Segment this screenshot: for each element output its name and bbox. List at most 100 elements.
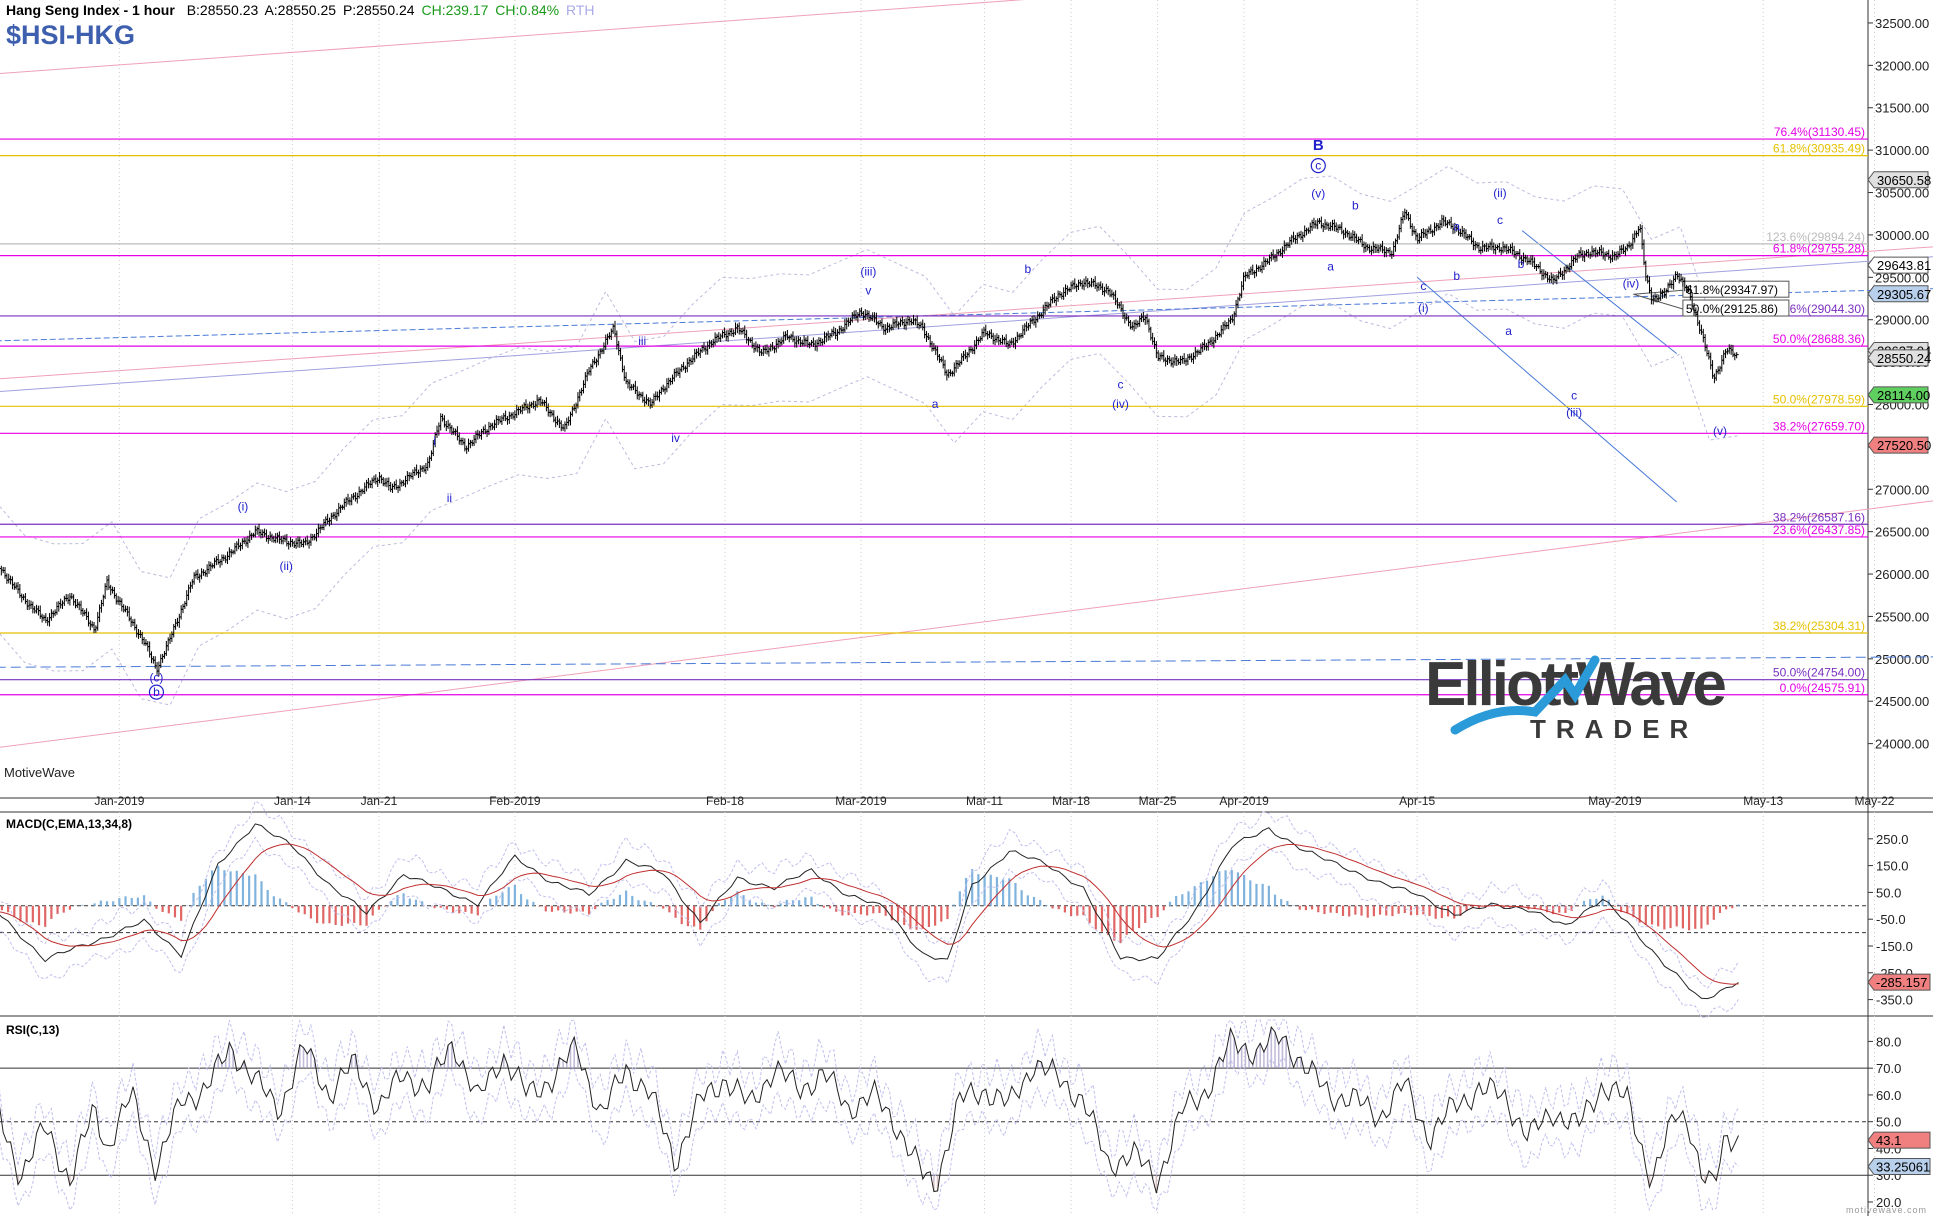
wave-label: a xyxy=(1505,324,1512,338)
rsi-band-upper xyxy=(0,1018,1739,1182)
change-percent: CH:0.84% xyxy=(495,2,560,18)
session-label: RTH xyxy=(566,2,595,18)
date-tick-label: Jan-14 xyxy=(274,794,311,808)
price-tick-label: 30500.00 xyxy=(1875,186,1929,201)
elliott-wave-trader-logo: ElliottWave TRADER xyxy=(1425,650,1728,744)
rsi-tick-label: 50.0 xyxy=(1876,1115,1901,1130)
rsi-value-tag xyxy=(1867,1131,1931,1149)
price-tag xyxy=(1867,349,1929,367)
wave-label: i xyxy=(433,434,436,448)
price-tick-label: 32500.00 xyxy=(1875,16,1929,31)
wave-label: b xyxy=(1352,198,1359,212)
fib-box xyxy=(1682,280,1790,298)
wave-label: b xyxy=(1518,257,1525,271)
logo-swoosh-icon xyxy=(1450,655,1600,735)
date-tick-label: Mar-25 xyxy=(1139,794,1177,808)
price-tick-label: 31500.00 xyxy=(1875,101,1929,116)
price-quote: P:28550.24 xyxy=(342,2,415,18)
wave-label: (i) xyxy=(1418,301,1429,315)
fib-level-label: 38.2%(25304.31) xyxy=(1773,619,1865,633)
price-tag xyxy=(1867,285,1929,303)
fib-box-leader xyxy=(1633,289,1683,295)
date-tick-label: Jan-21 xyxy=(361,794,398,808)
date-tick-label: May-2019 xyxy=(1588,794,1642,808)
macd-value-tag xyxy=(1867,973,1931,991)
trend-line xyxy=(0,0,1026,75)
wave-label: c xyxy=(1497,213,1503,227)
fib-level-label: 50.0%(28688.36) xyxy=(1773,332,1865,346)
wave-label: iv xyxy=(671,431,680,445)
fib-level-label: 0.0%(24575.91) xyxy=(1780,681,1865,695)
wave-label: (v) xyxy=(1311,187,1325,201)
wave-label: (c) xyxy=(149,671,163,685)
date-tick-label: Mar-11 xyxy=(966,794,1003,808)
wave-label: (i) xyxy=(238,499,249,513)
fib-level-label: 23.6%(29044.30) xyxy=(1773,302,1865,316)
date-tick-label: Jan-2019 xyxy=(94,794,144,808)
macd-line xyxy=(0,823,1739,1000)
price-tick-label: 25000.00 xyxy=(1875,652,1929,667)
logo-text-line1: ElliottWave xyxy=(1425,650,1725,719)
price-tick-label: 30000.00 xyxy=(1875,228,1929,243)
fib-level-label: 50.0%(24754.00) xyxy=(1773,666,1865,680)
wave-label: (ii) xyxy=(1493,186,1506,200)
macd-title: MACD(C,EMA,13,34,8) xyxy=(6,817,132,831)
wave-label-circle xyxy=(148,684,165,700)
price-tag-label: 30650.58 xyxy=(1877,173,1931,188)
wave-label: a xyxy=(932,397,939,411)
trend-line xyxy=(0,256,1933,392)
fib-level-label: 23.6%(26437.85) xyxy=(1773,523,1865,537)
wave-label: c xyxy=(1118,377,1124,391)
price-tick-label: 29500.00 xyxy=(1875,270,1929,285)
wave-label: (iii) xyxy=(1566,405,1582,419)
rsi-value-label: 33.25061 xyxy=(1876,1160,1930,1175)
wave-label: ii xyxy=(447,491,452,505)
wave-label: b xyxy=(1453,269,1460,283)
wave-label: (ii) xyxy=(280,559,293,573)
wave-label: B xyxy=(1313,137,1324,154)
price-tag xyxy=(1867,386,1929,404)
date-tick-label: Apr-15 xyxy=(1399,794,1435,808)
date-tick-label: Feb-2019 xyxy=(489,794,541,808)
wave-label-circle xyxy=(1310,158,1326,174)
wave-label: (iv) xyxy=(1112,397,1129,411)
date-tick-label: Mar-18 xyxy=(1052,794,1090,808)
rsi-value-label: 43.1 xyxy=(1876,1133,1901,1148)
price-tag-label: 28550.24 xyxy=(1877,351,1931,366)
wave-label: c xyxy=(1420,279,1426,293)
date-tick-label: May-22 xyxy=(1854,794,1894,808)
price-tag-label: 28114.00 xyxy=(1877,388,1930,403)
symbol-label: $HSI-HKG xyxy=(6,20,136,50)
wave-label: b xyxy=(1024,262,1031,276)
macd-tick-label: -350.0 xyxy=(1876,993,1913,1008)
fib-level-label: 38.2%(26587.16) xyxy=(1773,510,1865,524)
ohlc-bar xyxy=(1734,352,1739,359)
wave-label: a xyxy=(1327,260,1334,274)
price-tag-label: 29643.81 xyxy=(1877,258,1931,273)
chart-header: Hang Seng Index - 1 hour B:28550.23 A:28… xyxy=(6,2,595,18)
change-value: CH:239.17 xyxy=(421,2,489,18)
fib-level-label: 123.6%(29894.24) xyxy=(1766,230,1865,244)
date-tick-label: Mar-2019 xyxy=(835,794,887,808)
macd-tick-label: -150.0 xyxy=(1876,939,1913,954)
rsi-tick-label: 60.0 xyxy=(1876,1088,1901,1103)
footer-brand: motivewave.com xyxy=(1845,1205,1927,1215)
wave-label: (iii) xyxy=(860,265,876,279)
macd-tick-label: 150.0 xyxy=(1876,859,1909,874)
wave-label: (iv) xyxy=(1623,276,1640,290)
rsi-line xyxy=(0,1025,1739,1194)
price-tag-label: 29305.67 xyxy=(1877,287,1931,302)
price-tag-label: 27520.50 xyxy=(1877,438,1931,453)
indicator-band xyxy=(0,292,1739,706)
fib-level-label: 76.4%(31130.45) xyxy=(1774,125,1865,139)
price-tick-label: 29000.00 xyxy=(1875,313,1929,328)
fib-box xyxy=(1682,299,1790,317)
rsi-tick-label: 70.0 xyxy=(1876,1061,1901,1076)
date-tick-label: May-13 xyxy=(1743,794,1783,808)
price-tick-label: 25500.00 xyxy=(1875,609,1929,624)
price-tag xyxy=(1867,256,1929,274)
rsi-tick-label: 20.0 xyxy=(1876,1195,1901,1210)
watermark: MotiveWave xyxy=(4,765,76,780)
